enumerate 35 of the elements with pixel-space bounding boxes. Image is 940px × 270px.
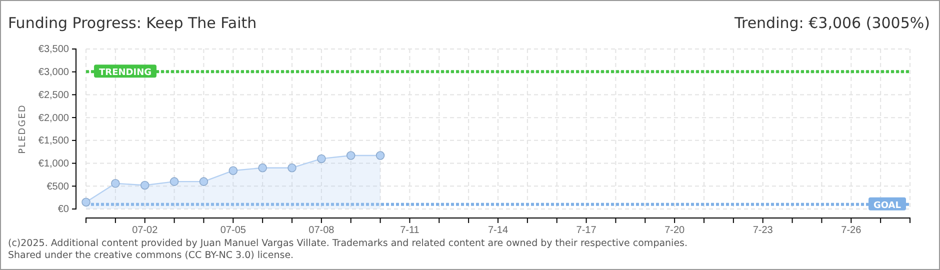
- x-tick-label: 07-08: [308, 225, 335, 236]
- point: [376, 151, 385, 160]
- x-tick-label: 7-23: [752, 225, 774, 236]
- point: [288, 163, 296, 172]
- ref-line-label: GOAL: [874, 200, 902, 211]
- point: [258, 163, 267, 172]
- text: (c)2025. Additional content provided by Juan Manuel Vargas Villate. Trademarks and related content are owned by their respective companies.: [8, 238, 688, 249]
- point: [170, 177, 179, 186]
- x-tick-label: 07-05: [220, 225, 246, 236]
- y-tick-label: €0: [58, 204, 70, 216]
- y-tick-label: €1,500: [38, 136, 70, 147]
- y-tick-label: €1,000: [38, 158, 70, 170]
- y-axis-title: PLEDGED: [18, 104, 28, 154]
- x-tick-label: 7-14: [488, 225, 508, 236]
- x-tick-label: 7-17: [576, 225, 597, 236]
- point: [111, 179, 120, 188]
- y-tick-label: €500: [46, 181, 70, 192]
- point: [140, 180, 150, 190]
- y-tick-label: €3,500: [38, 44, 70, 56]
- y-tick-label: €3,000: [38, 67, 70, 78]
- chart-title: Funding Progress: Keep The Faith: [8, 14, 257, 32]
- point: [228, 166, 238, 175]
- y-tick-label: €2,500: [38, 90, 70, 101]
- x-tick-label: 7-20: [664, 225, 686, 236]
- y-tick-label: €2,000: [38, 112, 70, 124]
- x-tick-label: 07-02: [132, 225, 158, 236]
- x-tick-label: 7-26: [841, 225, 862, 236]
- ref-line-label: TRENDING: [99, 68, 152, 78]
- chart-subtitle: Trending: €3,006 (3005%): [734, 14, 930, 32]
- x-tick-label: 7-11: [400, 225, 420, 236]
- point: [317, 154, 326, 164]
- point: [82, 198, 90, 207]
- point: [346, 151, 356, 160]
- point: [199, 177, 208, 186]
- text: Shared under the creative commons (CC BY-NC 3.0) license.: [8, 250, 294, 261]
